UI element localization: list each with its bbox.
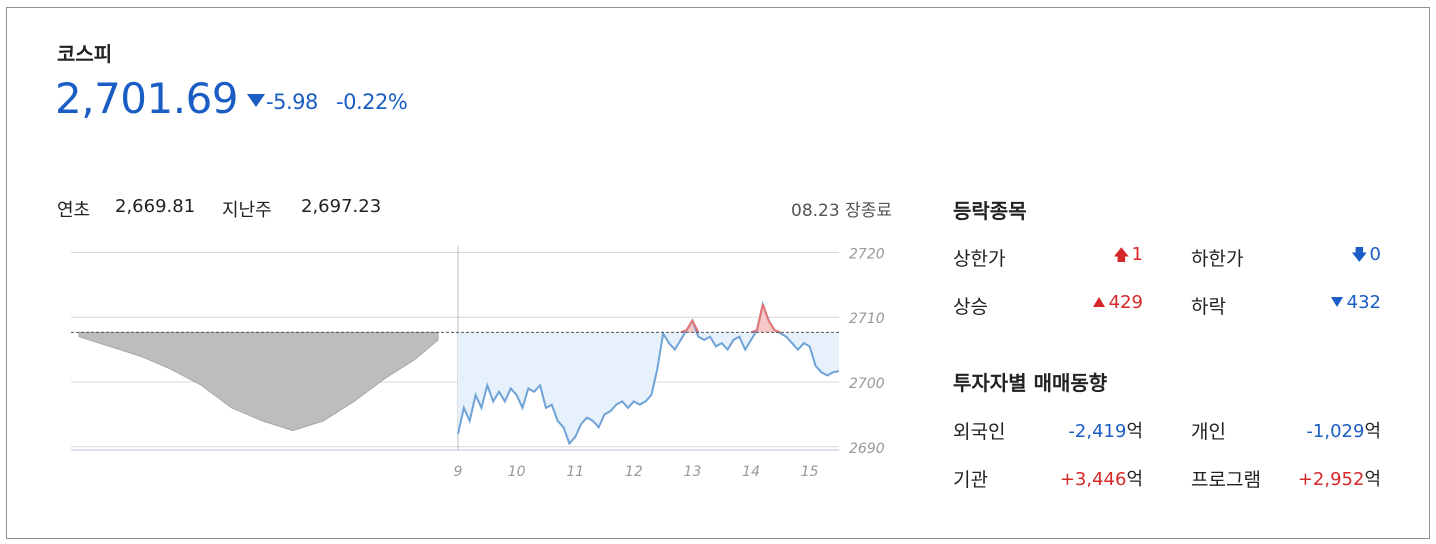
- arrow-up-icon: 🡅: [1113, 245, 1130, 264]
- prev-session-area: [78, 331, 439, 432]
- intraday-chart: 2720 2710 2700 2690 9 10 11 12 13 14 15: [71, 246, 885, 480]
- fall-label: 하락: [1191, 296, 1226, 318]
- rise-label: 상승: [953, 296, 988, 318]
- individual-label: 개인: [1191, 421, 1226, 443]
- institution-amount: +3,446: [1059, 469, 1127, 490]
- x-tick-label: 11: [566, 464, 584, 480]
- foreign-amount: -2,419: [1068, 421, 1127, 442]
- unit-label: 억: [1364, 469, 1381, 490]
- foreign-value: -2,419억: [1023, 417, 1143, 443]
- limit-down-label: 하한가: [1191, 248, 1244, 270]
- limit-down-value: 🡇 0: [1261, 244, 1381, 271]
- x-tick-label: 9: [454, 464, 463, 480]
- index-name[interactable]: 코스피: [57, 42, 113, 66]
- rise-count: 429: [1108, 292, 1143, 313]
- institution-value: +3,446억: [1023, 465, 1143, 491]
- program-amount: +2,952: [1297, 469, 1365, 490]
- rise-value: 429: [1023, 292, 1143, 313]
- x-tick-label: 12: [625, 464, 643, 480]
- today-above-line: [680, 303, 781, 334]
- breadth-title: 등락종목: [953, 199, 1027, 223]
- individual-value: -1,029억: [1261, 417, 1381, 443]
- down-triangle-icon: [247, 94, 265, 107]
- down-triangle-icon: [1330, 297, 1343, 307]
- index-change: -5.98: [266, 90, 318, 114]
- x-tick-label: 15: [801, 464, 819, 480]
- limit-up-label: 상한가: [953, 248, 1006, 270]
- up-triangle-icon: [1092, 297, 1105, 307]
- y-tick-label: 2720: [849, 246, 885, 262]
- index-change-pct: -0.22%: [336, 90, 408, 114]
- arrow-down-icon: 🡇: [1351, 245, 1368, 264]
- ytd-value: 2,669.81: [115, 196, 196, 217]
- index-value: 2,701.69: [55, 74, 239, 123]
- unit-label: 억: [1126, 421, 1143, 442]
- program-label: 프로그램: [1191, 469, 1261, 491]
- lastweek-value: 2,697.23: [301, 196, 382, 217]
- investors-title: 투자자별 매매동향: [953, 371, 1108, 395]
- y-tick-label: 2710: [849, 311, 885, 327]
- unit-label: 억: [1126, 469, 1143, 490]
- fall-count: 432: [1346, 292, 1381, 313]
- kospi-card: 코스피 2,701.69 -5.98 -0.22% 연초 2,669.81 지난…: [6, 7, 1430, 539]
- x-tick-label: 14: [742, 464, 760, 480]
- lastweek-label: 지난주: [222, 200, 272, 221]
- limit-down-count: 0: [1369, 244, 1381, 265]
- x-tick-label: 13: [684, 464, 702, 480]
- today-area-fill: [458, 332, 839, 444]
- market-status: 08.23 장종료: [791, 201, 892, 221]
- unit-label: 억: [1364, 421, 1381, 442]
- today-above-fill: [458, 304, 839, 333]
- y-tick-label: 2690: [849, 441, 885, 457]
- foreign-label: 외국인: [953, 421, 1006, 443]
- limit-up-count: 1: [1131, 244, 1143, 265]
- y-tick-label: 2700: [849, 376, 885, 392]
- ytd-label: 연초: [57, 200, 91, 221]
- institution-label: 기관: [953, 469, 988, 491]
- fall-value: 432: [1261, 292, 1381, 313]
- x-tick-label: 10: [508, 464, 526, 480]
- limit-up-value: 🡅 1: [1023, 244, 1143, 271]
- individual-amount: -1,029: [1306, 421, 1365, 442]
- program-value: +2,952억: [1261, 465, 1381, 491]
